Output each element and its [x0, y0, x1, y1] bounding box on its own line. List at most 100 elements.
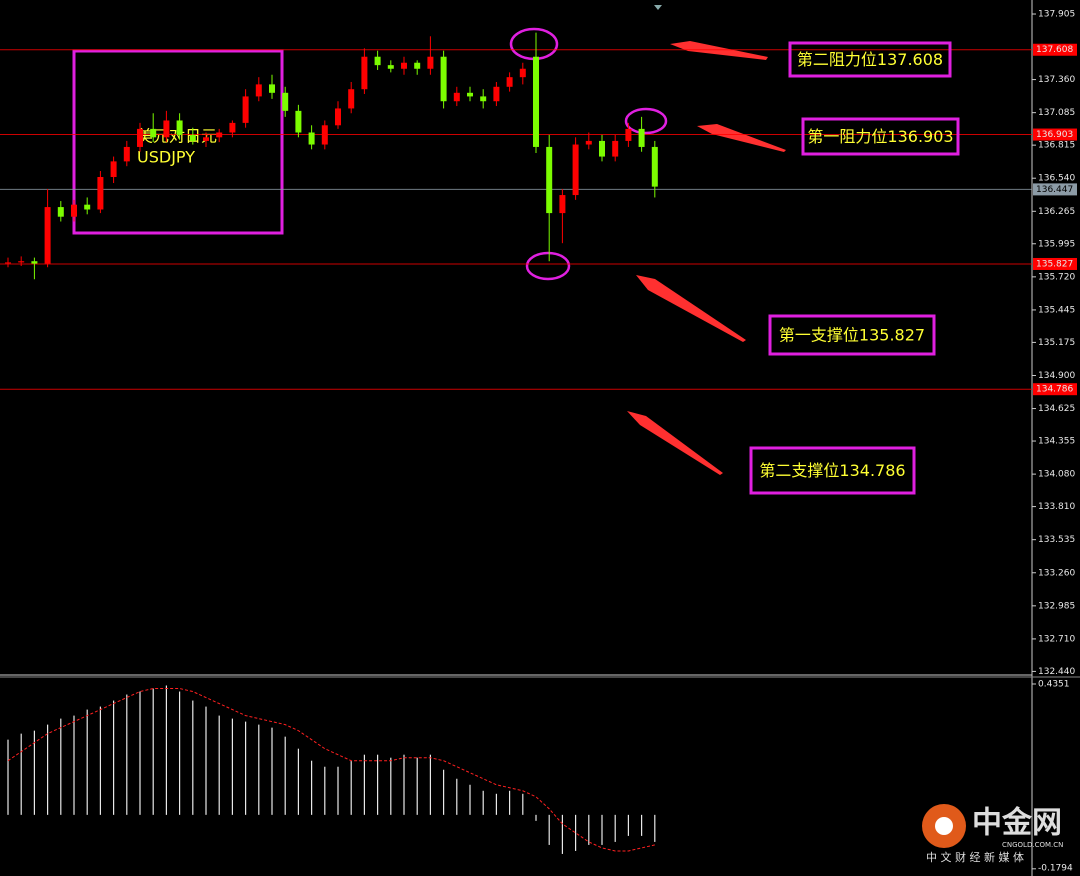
y-tick-label: 132.985 [1038, 601, 1075, 611]
candle-body [533, 56, 539, 147]
y-tick-label: 135.175 [1038, 338, 1075, 348]
candle-body [348, 89, 355, 109]
candle-body [572, 144, 579, 196]
y-tick-label: 134.355 [1038, 437, 1075, 447]
level-tag [1033, 43, 1077, 56]
annotation-label: 第二支撑位134.786 [759, 461, 905, 480]
candle-body [31, 261, 38, 264]
candle-body [493, 86, 500, 102]
y-tick-label: 137.905 [1038, 10, 1075, 20]
candle-body [599, 140, 605, 157]
level-tag [1033, 128, 1077, 141]
level-label: 137.608 [1036, 45, 1073, 55]
arrow [697, 124, 786, 152]
circle [624, 107, 668, 135]
candle-body [387, 65, 394, 69]
watermark-slogan: 中 文 财 经 新 媒 体 [926, 850, 1024, 864]
candle-body [374, 56, 381, 66]
chart-title: 美元对日元 [137, 127, 217, 146]
annotation-label: 第一支撑位135.827 [779, 326, 925, 345]
level-tag [1033, 257, 1077, 270]
candle-body [57, 207, 64, 217]
annotation-box [749, 446, 916, 495]
candle-body [427, 56, 434, 69]
candle-body [440, 56, 447, 102]
level-label: 136.903 [1036, 130, 1073, 140]
level-tag [1033, 183, 1077, 196]
candle-body [295, 110, 302, 133]
y-tick-label: 137.360 [1038, 75, 1075, 85]
y-tick-label: 133.260 [1038, 568, 1075, 578]
annotation-box [801, 117, 960, 156]
candle-body [519, 68, 526, 78]
candle-body [480, 96, 487, 102]
candle-body [229, 122, 236, 133]
candle-body [150, 128, 157, 138]
candle-body [625, 128, 632, 141]
y-tick-label: 136.815 [1038, 141, 1075, 151]
candle-body [216, 132, 223, 138]
candle-body [44, 207, 51, 264]
level-label: 135.827 [1036, 259, 1073, 269]
y-tick-label: 134.625 [1038, 404, 1075, 414]
y-tick-label: 133.810 [1038, 502, 1075, 512]
candle-body [585, 140, 592, 145]
candle-body [189, 134, 196, 141]
y-tick-label: 136.540 [1038, 174, 1075, 184]
candle-body [546, 146, 553, 214]
candle-body [84, 204, 91, 210]
candle-body [321, 125, 328, 145]
candle-body [559, 195, 566, 214]
y-tick-label: 134.900 [1038, 371, 1075, 381]
candle-body [203, 137, 209, 141]
arrow [627, 411, 723, 475]
candle-body [335, 108, 341, 126]
y-tick-label: 136.265 [1038, 207, 1075, 217]
circle [525, 251, 571, 281]
candle-body [361, 56, 368, 90]
candle-body [255, 84, 262, 97]
y-tick-label: -0.1794 [1038, 864, 1073, 874]
candle-body [453, 92, 460, 102]
y-tick-label: 137.085 [1038, 108, 1075, 118]
candle-body [651, 146, 658, 187]
candle-body [97, 177, 104, 210]
watermark: 中金网 CNGOLD.COM.CN 中 文 财 经 新 媒 体 [922, 804, 1063, 864]
candle-body [137, 128, 143, 147]
y-tick-label: 134.080 [1038, 470, 1075, 480]
y-tick-label: 135.720 [1038, 272, 1075, 282]
candle-body [638, 128, 645, 147]
annotation-label: 第二阻力位137.608 [797, 50, 943, 69]
candle-body [414, 62, 421, 69]
chart-subtitle: USDJPY [137, 148, 195, 167]
y-tick-label: 135.995 [1038, 239, 1075, 249]
highlight-box [72, 49, 284, 235]
candle-body [467, 92, 473, 97]
y-tick-label: 132.710 [1038, 634, 1075, 644]
candle-body [308, 132, 315, 145]
y-tick-label: 0.4351 [1038, 680, 1070, 690]
level-label: 134.786 [1036, 385, 1073, 395]
candle-body [282, 92, 289, 111]
watermark-brand: 中金网 [972, 806, 1062, 841]
annotation-label: 第一阻力位136.903 [807, 127, 953, 146]
candle-body [123, 146, 130, 162]
annotation-box [788, 41, 952, 78]
level-tag [1033, 383, 1077, 396]
candle-body [5, 262, 11, 264]
candle-body [18, 261, 25, 263]
candle-body [401, 62, 407, 69]
candle-body [612, 140, 619, 157]
arrow [670, 41, 768, 60]
y-tick-label: 132.440 [1038, 667, 1075, 677]
arrow [636, 275, 746, 342]
signal-line [7, 688, 655, 852]
y-tick-label: 133.535 [1038, 535, 1075, 545]
logo [935, 817, 953, 835]
candle-body [269, 84, 275, 93]
candle-body [163, 120, 170, 138]
candle-body [71, 204, 77, 217]
annotation-box [768, 314, 936, 356]
